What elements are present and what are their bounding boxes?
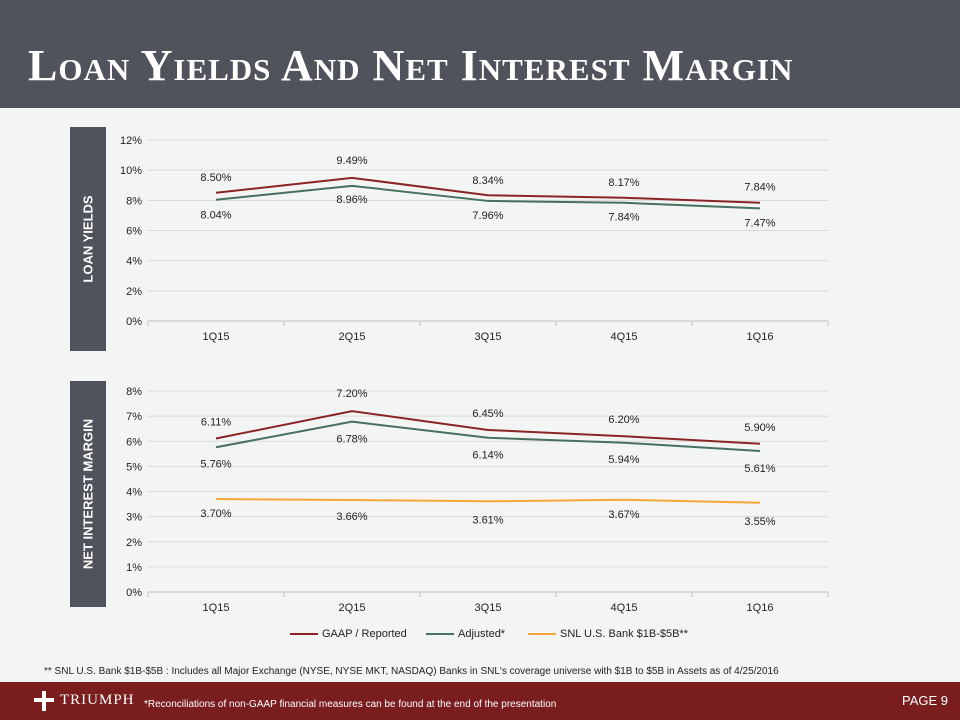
- series-line-adjusted: [215, 184, 761, 210]
- data-label-gaap: 6.45%: [472, 408, 503, 420]
- data-label-adjusted: 6.78%: [336, 434, 367, 446]
- data-label-snl: 3.70%: [200, 508, 231, 520]
- y-tick-label: 0%: [126, 316, 142, 328]
- page-number: PAGE 9: [901, 693, 948, 708]
- data-label-snl: 3.67%: [608, 509, 639, 521]
- loan-yields-chart: 0% 2% 4% 6% 8% 10% 12% 1Q15 2Q15 3Q15 4Q15 1Q16 8.50…: [120, 135, 829, 343]
- side-label-loan-yields: LOAN YIELDS: [70, 127, 106, 351]
- y-tick-label: 8%: [126, 386, 142, 398]
- legend-label-adjusted: Adjusted*: [458, 628, 506, 640]
- data-label-snl: 3.61%: [472, 514, 503, 526]
- y-tick-label: 10%: [120, 165, 142, 177]
- data-label-gaap: 7.84%: [744, 182, 775, 194]
- data-label-gaap: 7.20%: [336, 388, 367, 400]
- data-label-adjusted: 8.04%: [200, 210, 231, 222]
- x-tick-label: 1Q15: [203, 602, 230, 614]
- data-label-gaap: 6.11%: [201, 416, 232, 428]
- series-line-adjusted: [215, 420, 761, 453]
- data-label-gaap: 9.49%: [336, 155, 367, 167]
- x-tick-label: 4Q15: [611, 331, 638, 343]
- y-tick-label: 4%: [126, 487, 142, 499]
- y-tick-label: 3%: [126, 512, 142, 524]
- y-tick-label: 4%: [126, 256, 142, 268]
- y-tick-label: 6%: [126, 226, 142, 238]
- y-tick-label: 7%: [126, 411, 142, 423]
- x-tick-label: 1Q16: [747, 602, 774, 614]
- data-label-adjusted: 8.96%: [336, 194, 367, 206]
- legend-item-snl: SNL U.S. Bank $1B-$5B**: [528, 626, 688, 642]
- legend-swatch-gaap: [290, 633, 318, 636]
- data-label-adjusted: 6.14%: [472, 450, 503, 462]
- data-label-adjusted: 5.61%: [744, 463, 775, 475]
- logo-text: TRIUMPH: [60, 692, 135, 708]
- data-label-gaap: 8.34%: [472, 175, 503, 187]
- y-tick-label: 6%: [126, 436, 142, 448]
- y-tick-label: 2%: [126, 286, 142, 298]
- legend-item-adjusted: Adjusted*: [426, 626, 505, 642]
- series-line-snl: [215, 498, 761, 504]
- data-label-adjusted: 7.84%: [608, 212, 639, 224]
- side-label-net-interest-margin: NET INTEREST MARGIN: [70, 381, 106, 607]
- data-label-adjusted: 5.94%: [608, 454, 639, 466]
- header-bar: Loan Yields And Net Interest Margin: [0, 0, 960, 108]
- x-tick-label: 3Q15: [475, 331, 502, 343]
- data-label-gaap: 8.17%: [608, 177, 639, 189]
- cross-icon: [34, 691, 54, 711]
- footer-note: *Reconciliations of non-GAAP financial m…: [144, 699, 557, 710]
- data-label-gaap: 5.90%: [744, 422, 775, 434]
- footer-bar: TRIUMPH *Reconciliations of non-GAAP fin…: [0, 682, 960, 720]
- series-line-gaap: [215, 410, 761, 445]
- x-tick-label: 1Q16: [747, 331, 774, 343]
- x-tick-label: 1Q15: [203, 331, 230, 343]
- legend-item-gaap: GAAP / Reported: [290, 626, 407, 642]
- y-tick-label: 12%: [120, 135, 142, 147]
- y-tick-label: 5%: [126, 461, 142, 473]
- data-label-adjusted: 5.76%: [200, 458, 231, 470]
- legend-swatch-adjusted: [426, 633, 454, 636]
- x-tick-label: 4Q15: [611, 602, 638, 614]
- legend-label-gaap: GAAP / Reported: [322, 628, 407, 640]
- series-line-gaap: [215, 176, 761, 204]
- footnote: ** SNL U.S. Bank $1B-$5B : Includes all …: [44, 666, 779, 677]
- y-tick-label: 1%: [126, 562, 142, 574]
- data-label-gaap: 6.20%: [608, 414, 639, 426]
- y-tick-label: 2%: [126, 537, 142, 549]
- y-tick-label: 0%: [126, 587, 142, 599]
- data-label-snl: 3.66%: [336, 511, 367, 523]
- legend-label-snl: SNL U.S. Bank $1B-$5B**: [560, 628, 688, 640]
- data-label-adjusted: 7.47%: [744, 217, 775, 229]
- x-tick-label: 2Q15: [339, 331, 366, 343]
- y-tick-label: 8%: [126, 195, 142, 207]
- data-label-adjusted: 7.96%: [472, 210, 503, 222]
- chart-legend: GAAP / Reported Adjusted* SNL U.S. Bank …: [290, 626, 710, 642]
- x-tick-label: 2Q15: [339, 602, 366, 614]
- data-label-gaap: 8.50%: [200, 172, 231, 184]
- data-label-snl: 3.55%: [744, 516, 775, 528]
- page-title: Loan Yields And Net Interest Margin: [28, 41, 794, 90]
- legend-swatch-snl: [528, 633, 556, 636]
- x-tick-label: 3Q15: [475, 602, 502, 614]
